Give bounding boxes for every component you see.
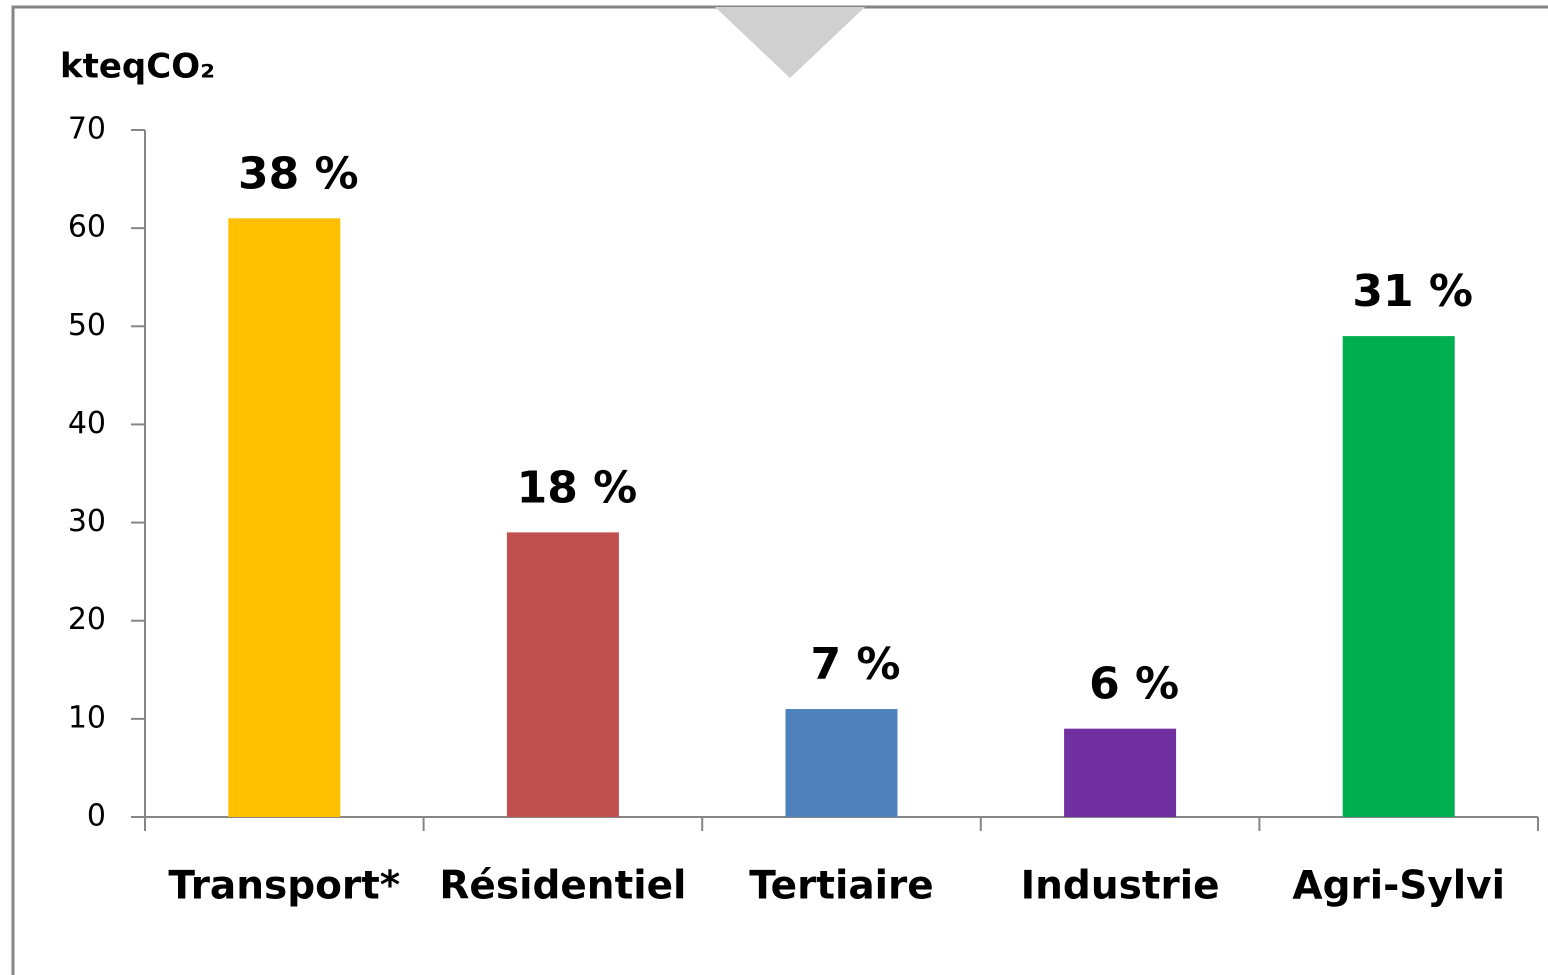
bar-annotation: 18 % <box>517 462 638 513</box>
bar-annotation: 6 % <box>1089 659 1179 710</box>
y-tick-label: 10 <box>68 700 106 735</box>
x-tick-label: Tertiaire <box>749 864 934 909</box>
pointer-triangle <box>715 7 865 78</box>
x-tick-label: Agri-Sylvi <box>1292 864 1505 909</box>
x-tick-label: Transport* <box>168 864 400 909</box>
x-tick-label: Industrie <box>1021 864 1220 909</box>
bar <box>506 532 619 817</box>
bar-annotation: 31 % <box>1352 266 1473 317</box>
y-tick-label: 20 <box>68 602 106 637</box>
bar-annotation: 38 % <box>238 148 359 199</box>
bar <box>1342 336 1455 817</box>
bar <box>228 218 341 818</box>
y-axis-label: kteqCO₂ <box>60 47 215 87</box>
bar <box>785 709 898 817</box>
y-tick-label: 70 <box>68 112 106 147</box>
y-tick-label: 60 <box>68 210 106 245</box>
bar-annotation: 7 % <box>810 639 900 690</box>
bar <box>1064 728 1177 817</box>
y-tick-label: 30 <box>68 504 106 539</box>
y-tick-label: 0 <box>87 799 106 834</box>
y-tick-label: 50 <box>68 308 106 343</box>
y-tick-label: 40 <box>68 406 106 441</box>
x-tick-label: Résidentiel <box>439 864 686 909</box>
